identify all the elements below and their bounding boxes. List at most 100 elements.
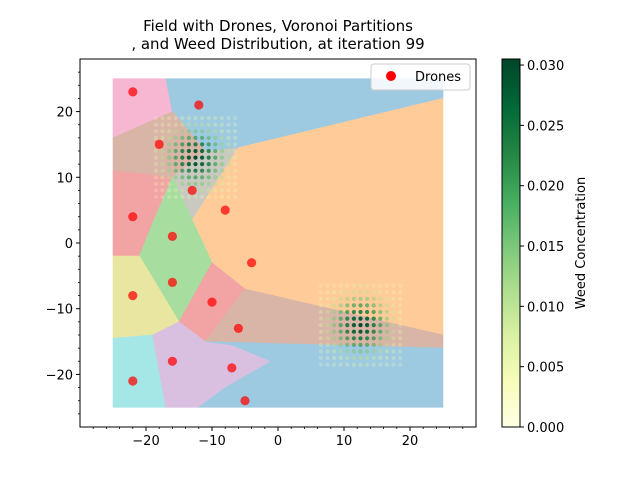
weed-cell-205 [332, 303, 337, 308]
weed-cell-7 [153, 155, 158, 160]
weed-cell-15 [160, 188, 165, 193]
weed-cell-294 [378, 316, 383, 321]
weed-cell-194 [325, 290, 330, 295]
weed-cell-28 [167, 188, 172, 193]
weed-cell-1 [153, 194, 158, 200]
drone-point-2 [194, 100, 204, 110]
weed-cell-328 [398, 349, 403, 354]
weed-cell-307 [384, 316, 389, 321]
x-tick-label: −20 [132, 434, 159, 449]
weed-cell-335 [398, 303, 403, 308]
weed-cell-191 [325, 309, 330, 315]
weed-cell-13 [153, 116, 158, 121]
weed-cell-281 [371, 316, 376, 321]
weed-cell-298 [378, 290, 383, 295]
weed-cell-125 [213, 148, 218, 154]
weed-cell-69 [186, 175, 191, 180]
weed-cell-228 [345, 323, 350, 328]
weed-cell-175 [318, 329, 323, 334]
weed-cell-299 [378, 283, 383, 288]
weed-cell-256 [358, 309, 363, 315]
weed-cell-179 [318, 303, 323, 308]
drone-point-10 [128, 291, 138, 301]
weed-cell-316 [391, 342, 396, 347]
weed-cell-226 [345, 336, 350, 341]
drone-point-6 [128, 212, 138, 222]
x-tick-label: 0 [274, 434, 282, 449]
weed-cell-322 [391, 303, 396, 308]
weed-cell-222 [345, 362, 350, 367]
weed-cell-235 [351, 362, 356, 367]
weed-cell-2 [153, 188, 158, 193]
weed-cell-12 [153, 122, 158, 127]
weed-cell-117 [206, 116, 211, 121]
weed-cell-170 [318, 362, 323, 367]
weed-cell-330 [398, 336, 403, 341]
x-axis: −20 −10 0 10 20 [92, 427, 464, 449]
weed-cell-163 [233, 155, 238, 160]
weed-cell-207 [332, 290, 337, 295]
weed-cell-119 [213, 188, 218, 193]
weed-cell-41 [173, 188, 178, 193]
weed-cell-71 [186, 162, 191, 167]
weed-cell-196 [332, 362, 337, 367]
weed-cell-293 [378, 323, 383, 328]
weed-cell-34 [167, 148, 172, 154]
y-tick-label: −10 [46, 303, 73, 318]
weed-cell-198 [332, 349, 337, 354]
weed-cell-338 [398, 283, 403, 288]
weed-cell-168 [233, 122, 238, 127]
weed-cell-176 [318, 323, 323, 328]
y-tick-label: 20 [56, 106, 73, 121]
drone-point-7 [167, 231, 177, 241]
weed-cell-5 [153, 168, 158, 173]
weed-cell-134 [219, 175, 224, 180]
weed-cell-30 [167, 175, 172, 180]
weed-cell-180 [318, 296, 323, 301]
colorbar-ticks: 0.000 0.005 0.010 0.015 0.020 0.025 0.030 [520, 59, 564, 436]
weed-cell-195 [325, 283, 330, 288]
weed-cell-115 [206, 129, 211, 134]
weed-cell-95 [200, 175, 205, 180]
weed-cell-25 [160, 122, 165, 127]
weed-cell-127 [213, 135, 218, 140]
drone-point-13 [167, 356, 177, 366]
weed-cell-211 [338, 349, 343, 354]
weed-cell-282 [371, 309, 376, 315]
weed-cell-154 [226, 129, 231, 134]
weed-cell-291 [378, 336, 383, 341]
weed-cell-313 [391, 362, 396, 367]
weed-cell-51 [173, 122, 178, 127]
weed-cell-260 [358, 283, 363, 288]
weed-cell-230 [345, 309, 350, 315]
drone-point-1 [128, 87, 138, 97]
weed-cell-305 [384, 329, 389, 334]
weed-cell-99 [200, 148, 205, 154]
weed-cell-301 [384, 355, 389, 361]
weed-cell-240 [351, 329, 356, 334]
weed-cell-148 [226, 168, 231, 173]
weed-cell-126 [213, 142, 218, 147]
weed-cell-61 [180, 142, 185, 147]
weed-cell-72 [186, 155, 191, 160]
weed-cell-129 [213, 122, 218, 127]
weed-cell-142 [219, 122, 224, 127]
weed-cell-93 [200, 188, 205, 193]
weed-cell-259 [358, 290, 363, 295]
colorbar: 0.000 0.005 0.010 0.015 0.020 0.025 0.030 Weed… [501, 58, 589, 436]
weed-cell-152 [226, 142, 231, 147]
weed-cell-111 [206, 155, 211, 160]
weed-cell-233 [345, 290, 350, 295]
weed-cell-173 [318, 342, 323, 347]
weed-cell-109 [206, 168, 211, 173]
weed-cell-269 [365, 309, 370, 315]
colorbar-tick-label: 0.030 [527, 59, 564, 74]
weed-cell-36 [167, 135, 172, 140]
weed-cell-279 [371, 329, 376, 334]
weed-cell-199 [332, 342, 337, 347]
weed-cell-76 [186, 129, 191, 134]
weed-cell-59 [180, 155, 185, 160]
weed-cell-27 [167, 194, 172, 200]
weed-cell-130 [213, 116, 218, 121]
